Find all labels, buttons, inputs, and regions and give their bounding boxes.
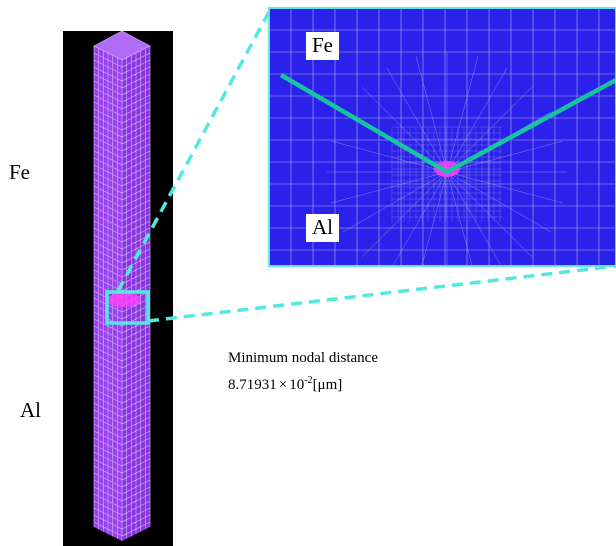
inset-radial-refinement: [327, 52, 567, 266]
min-nodal-distance-value: 8.71931 × 10-2[μm]: [228, 376, 342, 393]
value-base: 10: [289, 377, 305, 393]
interface-line: [279, 73, 616, 175]
zoom-connector-bottom: [147, 264, 616, 323]
bar-grid-lines: [93, 45, 151, 541]
highlight-box: [105, 290, 150, 325]
label-al: Al: [20, 398, 41, 422]
value-exponent: -2: [304, 375, 313, 386]
value-unit: [μm]: [312, 377, 343, 393]
value-number: 8.71931: [228, 377, 277, 393]
times-sign: ×: [278, 377, 288, 393]
inset-dense-nodes: [434, 161, 460, 177]
inset-border: [268, 7, 616, 267]
inset-label-al: Al: [306, 214, 339, 242]
inset-label-fe: Fe: [306, 32, 339, 60]
bar-dense-region: [107, 293, 141, 307]
inset-mesh: [269, 8, 616, 266]
label-fe: Fe: [9, 160, 30, 184]
min-nodal-distance-label: Minimum nodal distance: [228, 350, 378, 366]
